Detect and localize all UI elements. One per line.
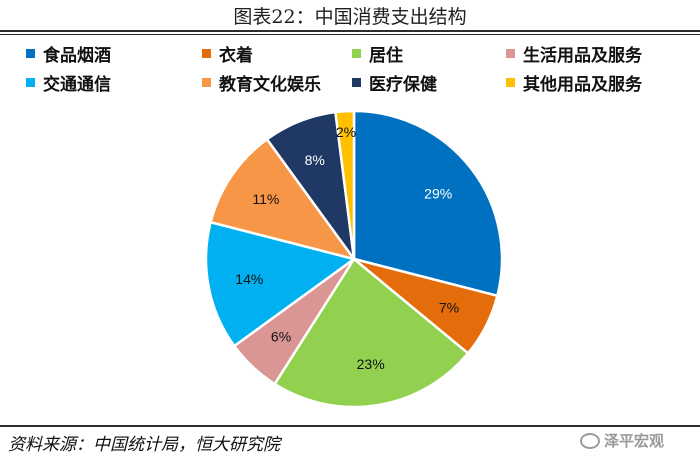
legend-label: 医疗保健 [369,74,437,95]
legend-swatch [352,77,361,87]
legend-label: 其他用品及服务 [523,74,642,95]
title-rule-thin [0,34,700,35]
data-label: 14% [235,271,263,287]
pie-slice [209,137,358,262]
legend-swatch [26,48,35,58]
title-rule [0,30,700,32]
legend-swatch [202,48,211,58]
legend-swatch [26,77,35,87]
pie-slice [352,109,504,298]
watermark-text: 泽平宏观 [604,432,665,450]
legend-swatch [506,48,515,58]
source-note: 资料来源：中国统计局，恒大研究院 [8,435,280,455]
footer-rule [0,425,700,427]
legend-label: 食品烟酒 [43,45,111,66]
legend-swatch [352,48,361,58]
data-label: 8% [305,152,325,168]
watermark: 泽平宏观 [580,430,664,451]
pie-slice [272,257,470,409]
legend-item: 交通通信 [26,71,111,95]
data-label: 7% [439,299,459,315]
legend-item: 其他用品及服务 [506,71,642,95]
data-label: 2% [336,124,356,140]
data-label: 11% [252,191,279,207]
data-label: 23% [357,356,385,372]
legend-item: 教育文化娱乐 [202,71,321,95]
legend-label: 衣着 [219,45,253,66]
legend-label: 交通通信 [43,74,111,95]
legend-label: 生活用品及服务 [523,45,642,66]
legend-label: 教育文化娱乐 [219,74,321,95]
legend-item: 生活用品及服务 [506,42,642,66]
legend-swatch [506,77,515,87]
pie-slice [204,220,357,348]
data-label: 29% [424,186,452,202]
legend-item: 衣着 [202,42,253,66]
data-label: 6% [271,329,291,345]
chart-title: 图表22：中国消费支出结构 [233,6,467,28]
legend-item: 居住 [352,42,403,66]
legend-item: 食品烟酒 [26,42,111,66]
legend-label: 居住 [369,45,403,66]
legend-swatch [202,77,211,87]
pie-slice [334,109,356,260]
wechat-icon [580,432,600,449]
legend-item: 医疗保健 [352,71,437,95]
